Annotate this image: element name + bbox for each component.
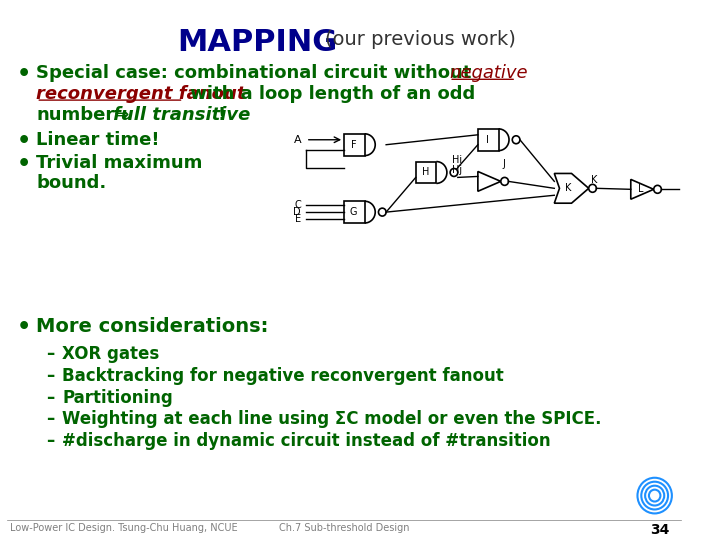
Text: –: – [46,389,54,407]
Text: reconvergent fanout: reconvergent fanout [36,85,246,103]
Text: K: K [565,183,571,193]
Text: Weighting at each line using ΣC model or even the SPICE.: Weighting at each line using ΣC model or… [62,410,602,428]
Text: –: – [46,410,54,428]
Text: with a loop length of an odd: with a loop length of an odd [184,85,474,103]
Text: Low-Power IC Design. Tsung-Chu Huang, NCUE: Low-Power IC Design. Tsung-Chu Huang, NC… [9,523,237,534]
Text: Hj: Hj [452,165,462,176]
Text: XOR gates: XOR gates [62,345,159,363]
Text: I: I [486,135,489,145]
Text: A: A [294,135,301,145]
Text: E: E [295,214,301,224]
Text: •: • [17,154,32,174]
Text: bound.: bound. [36,174,107,192]
Text: Linear time!: Linear time! [36,131,160,149]
Bar [478,129,498,151]
Text: Backtracking for negative reconvergent fanout: Backtracking for negative reconvergent f… [62,367,504,384]
Text: (our previous work): (our previous work) [325,30,516,49]
Text: J: J [503,159,505,170]
Text: Partitioning: Partitioning [62,389,173,407]
Text: C: C [294,200,301,210]
Bar [344,134,365,156]
Text: D: D [294,207,301,217]
Circle shape [379,208,386,216]
Text: –: – [46,432,54,450]
Text: !: ! [218,106,226,124]
Text: MAPPING: MAPPING [177,28,337,57]
Text: number⇒: number⇒ [36,106,130,124]
Text: #discharge in dynamic circuit instead of #transition: #discharge in dynamic circuit instead of… [62,432,551,450]
Bar [344,201,365,223]
Text: More considerations:: More considerations: [36,317,269,336]
Text: –: – [46,345,54,363]
Text: F: F [351,140,356,150]
Text: H: H [422,167,429,178]
Text: Trivial maximum: Trivial maximum [36,154,203,172]
Text: 34: 34 [649,523,669,537]
Bar [415,161,436,184]
Circle shape [450,168,458,177]
Text: •: • [17,317,32,337]
Circle shape [654,185,662,193]
Circle shape [512,136,520,144]
Circle shape [501,178,508,185]
Text: Hi: Hi [452,154,462,165]
Text: •: • [17,131,32,151]
Circle shape [589,184,596,192]
Text: G: G [350,207,357,217]
Text: L: L [638,184,643,194]
Text: K: K [590,176,597,185]
Text: full transitive: full transitive [113,106,250,124]
Text: •: • [17,64,32,84]
Text: negative: negative [449,64,528,83]
Text: Special case: combinational circuit without: Special case: combinational circuit with… [36,64,478,83]
Text: Ch.7 Sub-threshold Design: Ch.7 Sub-threshold Design [279,523,409,534]
Text: –: – [46,367,54,384]
